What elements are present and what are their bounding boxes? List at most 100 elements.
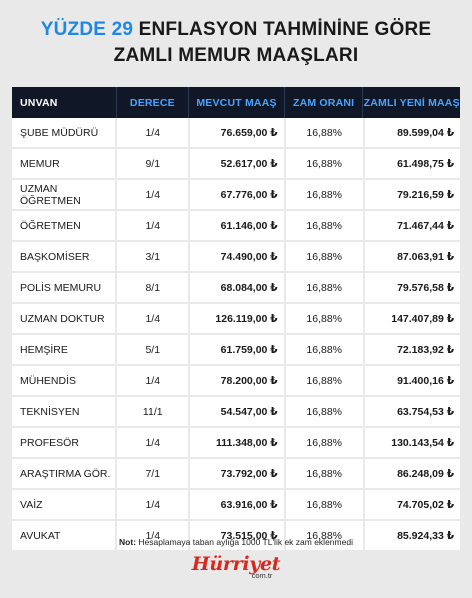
cell-zamli-yeni-maas: 130.143,54 ₺ [362, 428, 461, 457]
cell-zam-orani: 16,88% [283, 521, 363, 550]
cell-derece: 5/1 [115, 335, 189, 364]
cell-mevcut-maas: 78.200,00 ₺ [188, 366, 284, 395]
cell-unvan: UZMAN DOKTUR [12, 304, 116, 333]
header-mevcut-maas: MEVCUT MAAŞ [188, 87, 284, 118]
table-row: POLİS MEMURU 8/1 68.084,00 ₺ 16,88% 79.576,5… [12, 273, 461, 304]
cell-zam-orani: 16,88% [283, 211, 363, 240]
header-unvan: UNVAN [20, 96, 58, 109]
cell-unvan: POLİS MEMURU [12, 273, 116, 302]
footnote-label: Not: [119, 537, 137, 547]
cell-unvan: UZMAN ÖĞRETMEN [12, 180, 116, 209]
cell-zam-orani: 16,88% [283, 304, 363, 333]
title-accent: YÜZDE 29 [40, 19, 134, 40]
cell-mevcut-maas: 111.348,00 ₺ [188, 428, 284, 457]
logo-brand: Hürriyet [191, 553, 281, 575]
cell-zam-orani: 16,88% [283, 118, 363, 147]
title-line-1: YÜZDE 29 ENFLASYON TAHMİNİNE GÖRE [0, 18, 472, 42]
cell-zamli-yeni-maas: 79.216,59 ₺ [362, 180, 461, 209]
cell-zam-orani: 16,88% [283, 242, 363, 271]
table-row: UZMAN ÖĞRETMEN 1/4 67.776,00 ₺ 16,88% 79.216… [12, 180, 461, 211]
table-row: ÖĞRETMEN 1/4 61.146,00 ₺ 16,88% 71.467,44 ₺ [12, 211, 461, 242]
cell-unvan: MEMUR [12, 149, 116, 178]
page-title: YÜZDE 29 ENFLASYON TAHMİNİNE GÖRE ZAMLI … [0, 0, 472, 68]
cell-derece: 1/4 [115, 521, 189, 550]
table-row: BAŞKOMİSER 3/1 74.490,00 ₺ 16,88% 87.063,91 … [12, 242, 461, 273]
cell-zam-orani: 16,88% [283, 428, 363, 457]
table-row: TEKNİSYEN 11/1 54.547,00 ₺ 16,88% 63.754,53 … [12, 397, 461, 428]
cell-derece: 8/1 [115, 273, 189, 302]
cell-derece: 1/4 [115, 304, 189, 333]
cell-zam-orani: 16,88% [283, 180, 363, 209]
cell-zam-orani: 16,88% [283, 335, 363, 364]
cell-zam-orani: 16,88% [283, 366, 363, 395]
cell-unvan: PROFESÖR [12, 428, 116, 457]
footnote-text: Hesaplamaya taban aylığa 1000 TL'lik ek … [136, 537, 353, 547]
cell-zam-orani: 16,88% [283, 397, 363, 426]
header-zam-orani: ZAM ORANI [283, 87, 363, 118]
cell-derece: 1/4 [115, 366, 189, 395]
cell-mevcut-maas: 63.916,00 ₺ [188, 490, 284, 519]
title-line-1-rest: ENFLASYON TAHMİNİNE GÖRE [133, 19, 432, 40]
cell-unvan: MÜHENDİS [12, 366, 116, 395]
table-row: UZMAN DOKTUR 1/4 126.119,00 ₺ 16,88% 147.407… [12, 304, 461, 335]
cell-unvan: VAİZ [12, 490, 116, 519]
cell-mevcut-maas: 67.776,00 ₺ [188, 180, 284, 209]
cell-derece: 3/1 [115, 242, 189, 271]
cell-zamli-yeni-maas: 87.063,91 ₺ [362, 242, 461, 271]
cell-mevcut-maas: 126.119,00 ₺ [188, 304, 284, 333]
title-line-2: ZAMLI MEMUR MAAŞLARI [113, 45, 359, 66]
table-header: UNVAN DERECE MEVCUT MAAŞ ZAM ORANI ZAMLI… [12, 87, 460, 118]
cell-mevcut-maas: 61.759,00 ₺ [188, 335, 284, 364]
cell-zamli-yeni-maas: 86.248,09 ₺ [362, 459, 461, 488]
table-row: PROFESÖR 1/4 111.348,00 ₺ 16,88% 130.143,54 … [12, 428, 461, 459]
cell-zamli-yeni-maas: 147.407,89 ₺ [362, 304, 461, 333]
table-row: HEMŞİRE 5/1 61.759,00 ₺ 16,88% 72.183,92 ₺ [12, 335, 461, 366]
cell-unvan: ŞUBE MÜDÜRÜ [12, 118, 116, 147]
cell-mevcut-maas: 68.084,00 ₺ [188, 273, 284, 302]
cell-derece: 9/1 [115, 149, 189, 178]
cell-zam-orani: 16,88% [283, 459, 363, 488]
cell-zamli-yeni-maas: 89.599,04 ₺ [362, 118, 461, 147]
cell-mevcut-maas: 73.792,00 ₺ [188, 459, 284, 488]
header-derece: DERECE [115, 87, 189, 118]
cell-mevcut-maas: 52.617,00 ₺ [188, 149, 284, 178]
cell-mevcut-maas: 61.146,00 ₺ [188, 211, 284, 240]
cell-zamli-yeni-maas: 85.924,33 ₺ [362, 521, 461, 550]
cell-zamli-yeni-maas: 79.576,58 ₺ [362, 273, 461, 302]
table-row: AVUKAT 1/4 73.515,00 ₺ 16,88% 85.924,33 ₺ [12, 521, 461, 552]
cell-unvan: TEKNİSYEN [12, 397, 116, 426]
cell-mevcut-maas: 73.515,00 ₺ [188, 521, 284, 550]
cell-zam-orani: 16,88% [283, 273, 363, 302]
cell-unvan: ARAŞTIRMA GÖR. [12, 459, 116, 488]
cell-mevcut-maas: 74.490,00 ₺ [188, 242, 284, 271]
table-row: MÜHENDİS 1/4 78.200,00 ₺ 16,88% 91.400,16 ₺ [12, 366, 461, 397]
cell-derece: 7/1 [115, 459, 189, 488]
cell-mevcut-maas: 76.659,00 ₺ [188, 118, 284, 147]
cell-zamli-yeni-maas: 63.754,53 ₺ [362, 397, 461, 426]
cell-zam-orani: 16,88% [283, 490, 363, 519]
cell-mevcut-maas: 54.547,00 ₺ [188, 397, 284, 426]
table-row: ARAŞTIRMA GÖR. 7/1 73.792,00 ₺ 16,88% 86.248… [12, 459, 461, 490]
table-row: VAİZ 1/4 63.916,00 ₺ 16,88% 74.705,02 ₺ [12, 490, 461, 521]
logo-domain: com.tr [251, 571, 273, 580]
cell-derece: 1/4 [115, 180, 189, 209]
cell-derece: 1/4 [115, 490, 189, 519]
cell-zamli-yeni-maas: 74.705,02 ₺ [362, 490, 461, 519]
cell-zamli-yeni-maas: 61.498,75 ₺ [362, 149, 461, 178]
cell-unvan: ÖĞRETMEN [12, 211, 116, 240]
table-row: MEMUR 9/1 52.617,00 ₺ 16,88% 61.498,75 ₺ [12, 149, 461, 180]
header-zamli-yeni-maas: ZAMLI YENİ MAAŞ [362, 87, 460, 118]
table-body: ŞUBE MÜDÜRÜ 1/4 76.659,00 ₺ 16,88% 89.599,04… [12, 118, 461, 552]
cell-unvan: BAŞKOMİSER [12, 242, 116, 271]
cell-derece: 1/4 [115, 428, 189, 457]
cell-unvan: HEMŞİRE [12, 335, 116, 364]
cell-zamli-yeni-maas: 72.183,92 ₺ [362, 335, 461, 364]
cell-unvan: AVUKAT [12, 521, 116, 550]
cell-derece: 1/4 [115, 211, 189, 240]
footnote: Not: Hesaplamaya taban aylığa 1000 TL'li… [0, 537, 472, 547]
cell-zamli-yeni-maas: 71.467,44 ₺ [362, 211, 461, 240]
cell-zam-orani: 16,88% [283, 149, 363, 178]
cell-derece: 11/1 [115, 397, 189, 426]
cell-zamli-yeni-maas: 91.400,16 ₺ [362, 366, 461, 395]
table-row: ŞUBE MÜDÜRÜ 1/4 76.659,00 ₺ 16,88% 89.599,04… [12, 118, 461, 149]
